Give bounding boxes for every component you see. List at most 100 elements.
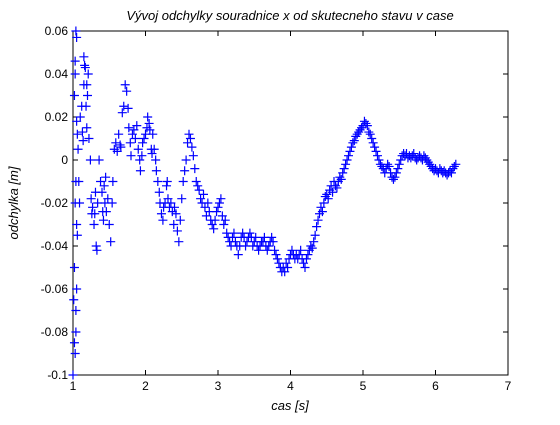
data-point — [233, 250, 243, 260]
data-point — [120, 80, 130, 90]
data-point — [368, 138, 378, 148]
y-tick-label: -0.1 — [47, 368, 68, 382]
data-point — [72, 129, 82, 139]
data-point — [138, 138, 148, 148]
x-tick-label: 2 — [142, 379, 149, 393]
data-point — [388, 174, 398, 184]
data-point — [169, 220, 179, 229]
data-point — [71, 26, 81, 36]
data-point — [394, 159, 404, 169]
data-point — [323, 194, 333, 204]
data-point — [75, 198, 85, 208]
data-point — [116, 142, 126, 152]
y-tick-label: -0.08 — [41, 325, 69, 339]
data-point — [178, 177, 188, 186]
x-axis-label: cas [s] — [271, 398, 309, 413]
data-point — [69, 338, 79, 348]
data-point — [361, 118, 371, 128]
data-point — [220, 215, 230, 225]
data-point — [267, 232, 277, 242]
data-point — [74, 177, 84, 186]
data-point — [245, 228, 255, 238]
data-point — [68, 370, 78, 380]
plot-area — [72, 30, 509, 376]
data-point — [317, 207, 327, 217]
y-tick-label: 0.02 — [45, 110, 69, 124]
data-point — [449, 161, 459, 171]
data-point — [174, 237, 184, 247]
data-point — [390, 172, 400, 182]
data-point — [188, 151, 198, 161]
data-point — [212, 207, 222, 217]
data-point — [69, 263, 79, 272]
data-point — [271, 250, 281, 260]
data-point — [339, 164, 349, 174]
data-point — [357, 123, 367, 133]
data-point — [219, 220, 229, 229]
x-axis-ticks: 1 2 3 4 5 6 7 — [70, 31, 512, 393]
data-point — [199, 189, 208, 199]
data-point — [70, 69, 80, 79]
data-point — [75, 112, 85, 122]
data-point — [101, 172, 111, 182]
data-point — [82, 80, 92, 90]
y-axis-ticks: 0.06 0.04 0.02 0 -0.02 -0.04 -0.06 -0.08 -0.1 — [41, 24, 508, 382]
data-point — [364, 127, 374, 137]
data-point — [72, 32, 82, 42]
data-point — [370, 142, 380, 152]
data-point — [106, 237, 116, 247]
y-tick-label: 0.04 — [45, 67, 69, 81]
data-point — [135, 166, 145, 176]
data-point — [342, 155, 352, 165]
y-tick-label: -0.04 — [41, 239, 69, 253]
data-point — [133, 144, 143, 154]
data-point — [103, 194, 113, 204]
data-point — [143, 112, 153, 122]
data-point — [135, 155, 145, 165]
data-point — [172, 226, 182, 236]
data-point — [107, 198, 117, 208]
data-point — [86, 194, 96, 204]
data-point — [82, 123, 92, 133]
data-point — [90, 209, 100, 219]
data-point — [230, 237, 240, 247]
data-point — [117, 108, 127, 118]
data-point — [88, 202, 98, 212]
data-point — [313, 215, 323, 225]
x-tick-label: 7 — [505, 379, 512, 393]
y-tick-label: 0 — [61, 153, 68, 167]
data-point — [156, 209, 166, 219]
data-point — [104, 220, 114, 229]
data-point — [123, 103, 133, 113]
y-axis-label: odchylka [m] — [6, 166, 21, 239]
data-point — [409, 149, 419, 159]
data-point — [180, 166, 190, 176]
data-point — [83, 69, 93, 79]
x-tick-label: 5 — [360, 379, 367, 393]
data-point — [72, 220, 82, 229]
data-point — [396, 155, 406, 165]
data-point — [312, 222, 322, 232]
data-point — [383, 159, 393, 169]
data-point — [130, 134, 140, 143]
data-point — [264, 241, 274, 251]
data-point — [371, 146, 381, 156]
data-point — [71, 306, 81, 315]
data-point — [73, 144, 83, 154]
data-point — [70, 56, 80, 66]
data-point — [170, 202, 179, 212]
data-point — [91, 241, 101, 251]
data-point — [373, 151, 382, 161]
data-point — [391, 168, 401, 178]
data-point — [151, 155, 161, 165]
data-point — [175, 215, 185, 225]
data-point — [185, 134, 195, 143]
data-point — [158, 215, 168, 225]
x-tick-label: 6 — [432, 379, 439, 393]
data-point — [84, 134, 94, 143]
data-point — [151, 166, 161, 176]
data-point — [181, 155, 191, 165]
data-point — [80, 63, 90, 73]
data-point — [80, 60, 90, 70]
